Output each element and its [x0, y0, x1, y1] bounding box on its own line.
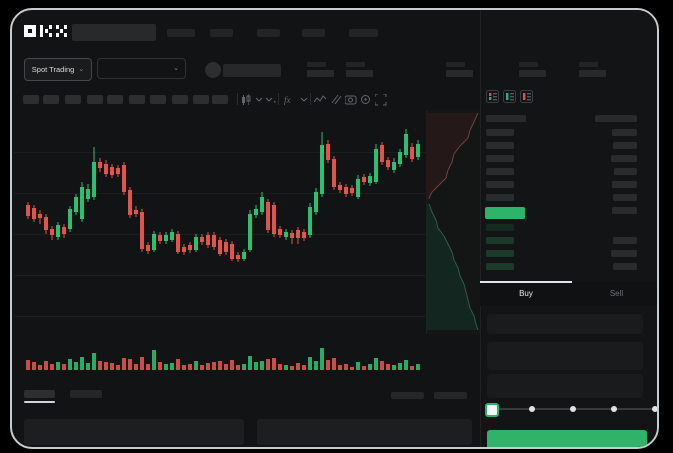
ask-amount-bar — [611, 155, 637, 162]
bid-price-row[interactable] — [486, 250, 514, 257]
ask-price-row[interactable] — [486, 181, 514, 188]
timeframe-pill[interactable] — [87, 95, 103, 104]
ask-price-row[interactable] — [486, 168, 514, 175]
ticker-stat-label — [519, 62, 538, 67]
book-asks-icon[interactable] — [520, 90, 533, 103]
amount-slider-handle[interactable] — [485, 403, 499, 417]
fullscreen-icon[interactable] — [375, 94, 388, 106]
buy-tab-indicator — [480, 281, 572, 283]
ask-amount-bar — [614, 168, 637, 175]
market-type-label: Spot Trading — [31, 65, 75, 74]
svg-text:fx: fx — [284, 95, 291, 105]
toolbar-divider — [310, 93, 311, 105]
total-input[interactable] — [487, 374, 643, 398]
search-bar-placeholder[interactable] — [72, 24, 156, 41]
bid-amount-bar — [611, 250, 637, 257]
indicators-fx-icon[interactable]: fx — [284, 94, 297, 106]
ask-price-row[interactable] — [486, 194, 514, 201]
depth-chart — [426, 112, 479, 331]
nav-item-placeholder[interactable] — [257, 29, 280, 37]
orders-filter-placeholder[interactable] — [391, 392, 424, 399]
ticker-stat-value — [446, 70, 473, 77]
timeframe-pill[interactable] — [150, 95, 166, 104]
okx-logo — [24, 25, 67, 37]
nav-item-placeholder[interactable] — [302, 29, 325, 37]
tab-open-orders[interactable] — [24, 390, 55, 398]
ask-amount-bar — [613, 142, 637, 149]
bid-amount-bar — [613, 263, 637, 270]
market-type-select[interactable]: Spot Trading ⌄ — [24, 58, 92, 81]
bid-price-row[interactable] — [486, 263, 514, 270]
ask-amount-bar — [612, 181, 637, 188]
ticker-stat-label — [307, 62, 326, 67]
pair-select[interactable]: ⌄ — [97, 58, 186, 79]
orderbook-col-header-amount — [595, 115, 637, 122]
bid-price-row[interactable] — [486, 237, 514, 244]
timeframe-pill[interactable] — [212, 95, 228, 104]
ticker-stat-label — [579, 62, 598, 67]
amount-input[interactable] — [487, 342, 643, 370]
line-chart-icon[interactable] — [314, 94, 327, 106]
active-tab-underline — [24, 401, 55, 403]
book-bids-icon[interactable] — [503, 90, 516, 103]
settings-icon[interactable] — [360, 94, 373, 106]
slider-stop-dot[interactable] — [611, 406, 617, 412]
timeframe-pill[interactable] — [193, 95, 209, 104]
ask-price-row[interactable] — [486, 129, 514, 136]
ticker-stat-value — [519, 70, 546, 77]
ask-amount-bar — [612, 129, 637, 136]
timeframe-pill[interactable] — [129, 95, 145, 104]
timeframe-pill[interactable] — [65, 95, 81, 104]
tab-sell[interactable]: Sell — [609, 289, 624, 298]
chevron-down-icon[interactable] — [265, 94, 278, 106]
chevron-down-icon: ⌄ — [173, 65, 179, 72]
nav-item-placeholder[interactable] — [349, 29, 378, 37]
timeframe-pill[interactable] — [43, 95, 59, 104]
toolbar-divider — [237, 93, 238, 105]
nav-item-placeholder[interactable] — [167, 29, 195, 37]
tab-buy[interactable]: Buy — [519, 289, 533, 298]
slider-stop-dot[interactable] — [570, 406, 576, 412]
buy-submit-button[interactable] — [487, 430, 647, 447]
timeframe-pill[interactable] — [23, 95, 39, 104]
coin-avatar — [205, 62, 221, 78]
orders-panel-right — [257, 419, 472, 445]
tab-order-history[interactable] — [70, 390, 102, 398]
ticker-stat-label — [446, 62, 465, 67]
slider-stop-dot[interactable] — [529, 406, 535, 412]
timeframe-pill[interactable] — [107, 95, 123, 104]
ask-amount-bar — [613, 194, 637, 201]
orders-panel-left — [24, 419, 244, 445]
last-price-bar[interactable] — [485, 207, 525, 219]
ticker-stat-value — [579, 70, 606, 77]
ask-price-row[interactable] — [486, 155, 514, 162]
orders-cancel-placeholder[interactable] — [434, 392, 467, 399]
buysell-tabbar — [480, 282, 657, 306]
price-input[interactable] — [487, 314, 643, 334]
chevron-down-icon[interactable] — [255, 94, 268, 106]
app-window: Spot Trading ⌄ ⌄ Buy Sell fx — [10, 8, 659, 449]
bid-amount-bar — [613, 237, 637, 244]
nav-item-placeholder[interactable] — [210, 29, 233, 37]
orderbook-col-header-price — [486, 115, 526, 122]
ask-price-row[interactable] — [486, 142, 514, 149]
slider-stop-dot[interactable] — [652, 406, 657, 412]
candlestick-chart[interactable] — [12, 106, 426, 376]
ticker-stat-label — [346, 62, 365, 67]
book-both-icon[interactable] — [486, 90, 499, 103]
bid-price-row[interactable] — [486, 224, 514, 231]
pair-name-placeholder — [223, 64, 281, 77]
chevron-down-icon: ⌄ — [78, 66, 85, 73]
ticker-stat-value — [346, 70, 373, 77]
ticker-stat-value — [307, 70, 334, 77]
chevron-down-icon[interactable] — [300, 94, 313, 106]
parallel-lines-icon[interactable] — [330, 94, 343, 106]
ask-amount-bar — [612, 207, 637, 214]
chart-style-icon[interactable] — [241, 94, 254, 106]
timeframe-pill[interactable] — [172, 95, 188, 104]
camera-icon[interactable] — [345, 94, 358, 106]
toolbar-divider — [278, 93, 279, 105]
